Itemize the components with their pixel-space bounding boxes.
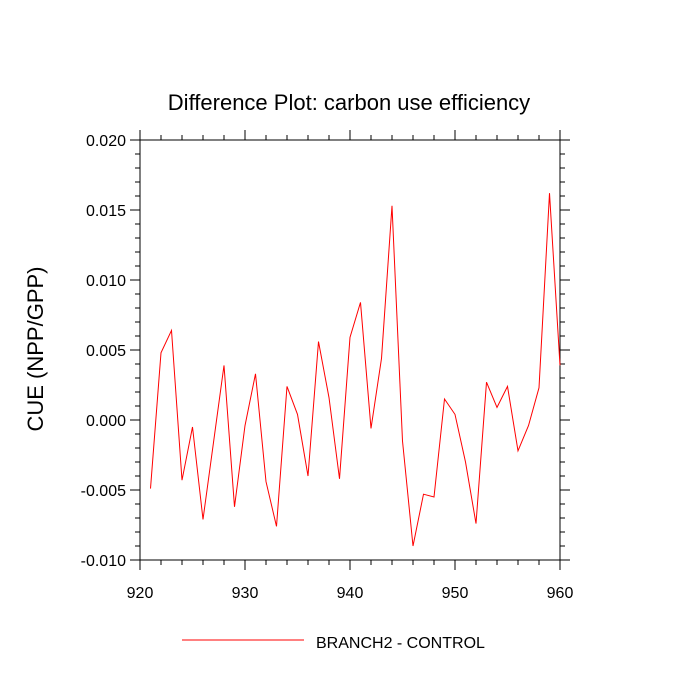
x-tick-label: 920 (127, 585, 154, 602)
y-tick-label: 0.010 (86, 273, 126, 290)
plot-area-frame (139, 139, 561, 561)
x-tick-label: 950 (442, 585, 469, 602)
y-tick-label: 0.020 (86, 133, 126, 150)
chart-title: Difference Plot: carbon use efficiency (168, 90, 530, 115)
legend-label: BRANCH2 - CONTROL (316, 635, 485, 652)
y-tick-label: 0.015 (86, 203, 126, 220)
y-axis-label: CUE (NPP/GPP) (23, 266, 48, 431)
series-layer (150, 193, 561, 547)
x-tick-labels: 920 930 940 950 960 (127, 585, 574, 602)
y-tick-label: -0.010 (81, 553, 126, 570)
series-line-0 (150, 193, 561, 547)
y-tick-label: -0.005 (81, 483, 126, 500)
x-tick-label: 940 (337, 585, 364, 602)
y-tick-label: 0.000 (86, 413, 126, 430)
y-tick-label: 0.005 (86, 343, 126, 360)
x-tick-label: 960 (547, 585, 574, 602)
x-tick-label: 930 (232, 585, 259, 602)
legend: BRANCH2 - CONTROL (182, 635, 485, 652)
y-tick-labels: -0.010 -0.005 0.000 0.005 0.010 0.015 0.020 (81, 133, 126, 570)
axis-ticks (130, 130, 570, 570)
